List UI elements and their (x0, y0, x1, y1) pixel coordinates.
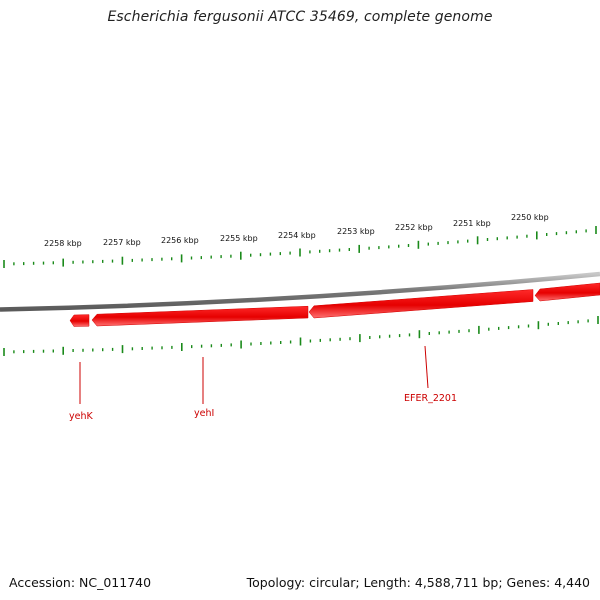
gene-labels: yehK yehI EFER_2201 (69, 393, 457, 422)
gene-arrow-next[interactable] (534, 282, 600, 302)
scale-label: 2258 kbp (44, 239, 82, 248)
inner-scale-ticks (3, 316, 599, 356)
scale-label: 2254 kbp (278, 231, 316, 240)
scale-label: 2257 kbp (103, 238, 141, 247)
scale-label: 2256 kbp (161, 236, 199, 245)
scale-label: 2252 kbp (395, 223, 433, 232)
genome-title: Escherichia fergusonii ATCC 35469, compl… (107, 9, 493, 25)
gene-label-yehI[interactable]: yehI (194, 408, 214, 419)
leader-line-EFER_2201 (424, 345, 429, 389)
gene-leader-lines (79, 345, 429, 404)
accession-text: Accession: NC_011740 (9, 575, 152, 590)
gene-arrow-EFER_2201[interactable] (308, 289, 534, 319)
gene-arrow-yehI[interactable] (91, 305, 309, 327)
scale-label: 2250 kbp (511, 213, 549, 222)
scale-label: 2255 kbp (220, 234, 258, 243)
scale-label: 2253 kbp (337, 227, 375, 236)
gene-arrow-yehK[interactable] (69, 314, 90, 327)
gene-label-EFER_2201[interactable]: EFER_2201 (404, 393, 457, 404)
scale-labels: 2258 kbp 2257 kbp 2256 kbp 2255 kbp 2254… (44, 213, 549, 248)
genome-backbone (0, 271, 600, 312)
gene-features (69, 282, 600, 327)
genome-summary-text: Topology: circular; Length: 4,588,711 bp… (246, 575, 590, 590)
outer-scale-ticks (3, 226, 597, 268)
scale-label: 2251 kbp (453, 219, 491, 228)
gene-label-yehK[interactable]: yehK (69, 411, 93, 422)
